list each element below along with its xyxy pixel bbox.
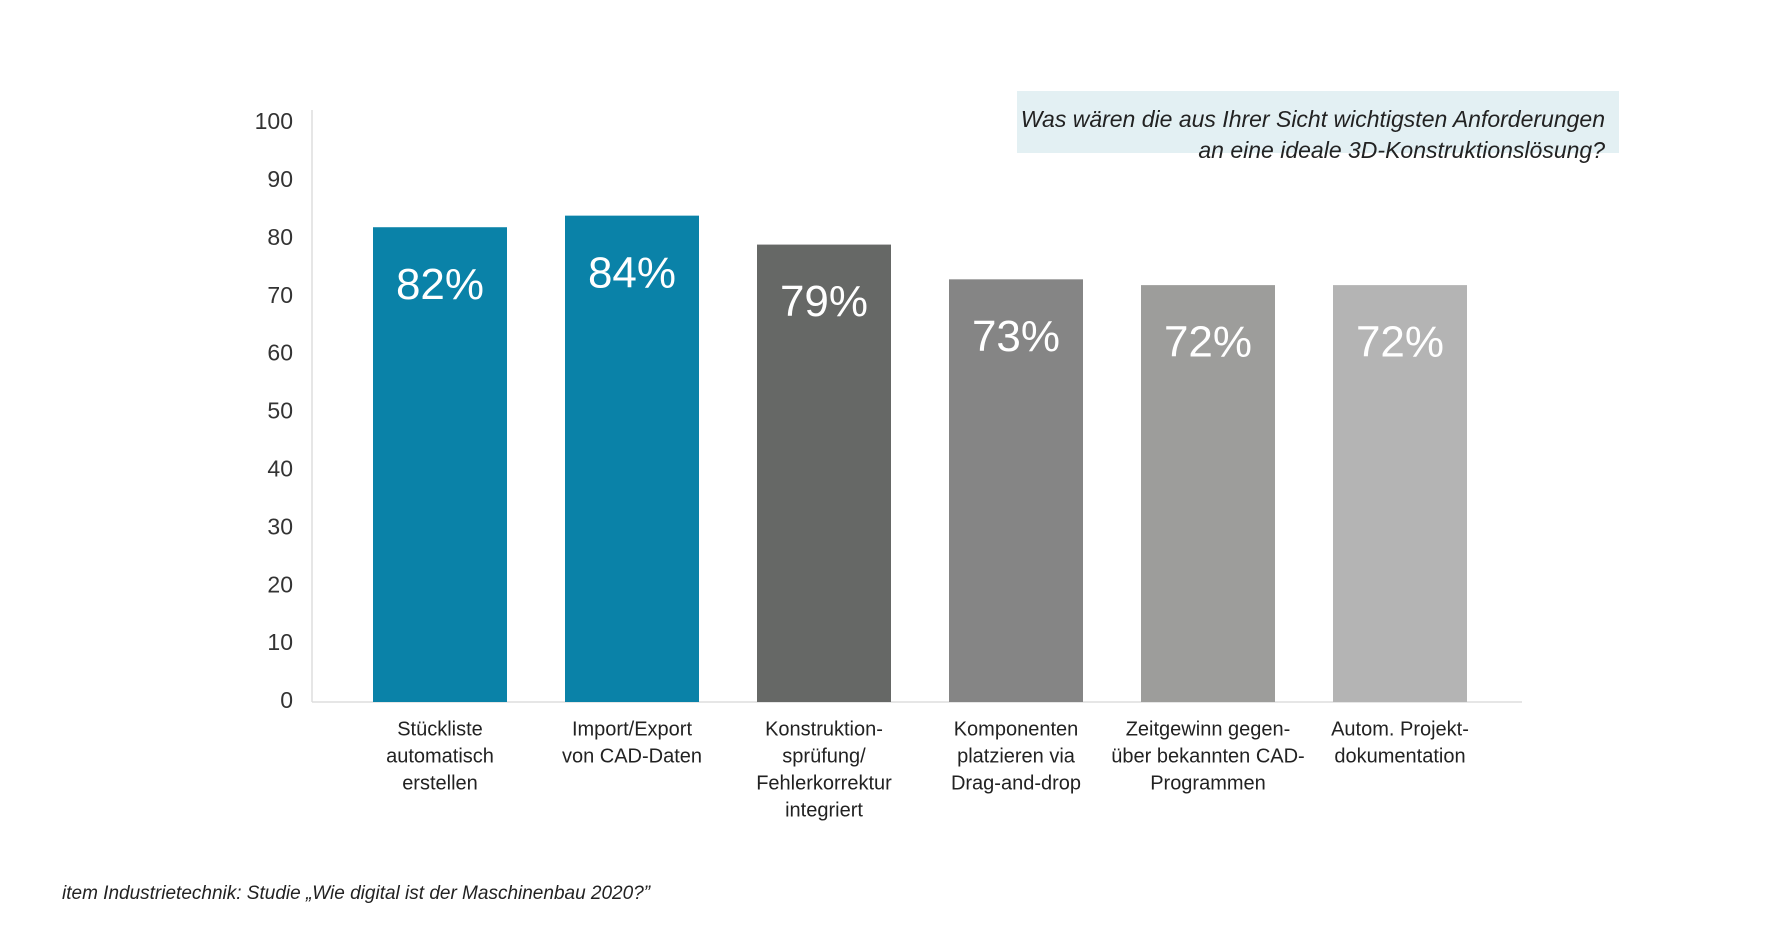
- value-label: 84%: [588, 248, 676, 297]
- x-tick-label: Drag-and-drop: [951, 772, 1081, 794]
- x-tick-label: Autom. Projekt-: [1331, 718, 1469, 740]
- x-tick-label: Programmen: [1150, 772, 1266, 794]
- x-tick-label: über bekannten CAD-: [1111, 745, 1304, 767]
- x-tick-label: dokumentation: [1334, 745, 1465, 767]
- y-tick-label: 0: [280, 687, 293, 713]
- chart-title: an eine ideale 3D-Konstruktionslösung?: [1198, 137, 1605, 163]
- y-tick-label: 40: [267, 455, 293, 481]
- value-label: 73%: [972, 312, 1060, 361]
- value-label: 72%: [1356, 318, 1444, 367]
- x-tick-label: Komponenten: [954, 718, 1079, 740]
- y-tick-label: 30: [267, 513, 293, 539]
- bar: [565, 215, 699, 702]
- chart-title: Was wären die aus Ihrer Sicht wichtigste…: [1021, 106, 1605, 132]
- x-tick-label: Stückliste: [397, 718, 483, 740]
- y-tick-label: 10: [267, 629, 293, 655]
- bar: [373, 227, 507, 702]
- y-tick-label: 70: [267, 282, 293, 308]
- bar: [949, 279, 1083, 702]
- value-label: 72%: [1164, 318, 1252, 367]
- value-label: 79%: [780, 277, 868, 326]
- title-box: [1017, 91, 1619, 153]
- value-label: 82%: [396, 260, 484, 309]
- y-tick-label: 20: [267, 571, 293, 597]
- x-tick-label: Fehlerkorrektur: [756, 772, 892, 794]
- y-tick-label: 80: [267, 224, 293, 250]
- bar: [1333, 285, 1467, 702]
- x-tick-label: automatisch: [386, 745, 494, 767]
- x-tick-label: platzieren via: [957, 745, 1076, 767]
- x-tick-label: erstellen: [402, 772, 478, 794]
- x-tick-label: Konstruktion-: [765, 718, 883, 740]
- x-tick-label: Zeitgewinn gegen-: [1126, 718, 1291, 740]
- x-tick-label: sprüfung/: [782, 745, 866, 767]
- x-tick-label: integriert: [785, 799, 863, 821]
- y-tick-label: 90: [267, 166, 293, 192]
- y-tick-label: 50: [267, 398, 293, 424]
- y-tick-label: 100: [255, 108, 293, 134]
- x-tick-label: von CAD-Daten: [562, 745, 702, 767]
- x-tick-label: Import/Export: [572, 718, 692, 740]
- bar: [757, 244, 891, 702]
- bar: [1141, 285, 1275, 702]
- y-tick-label: 60: [267, 340, 293, 366]
- source-note: item Industrietechnik: Studie „Wie digit…: [62, 883, 652, 904]
